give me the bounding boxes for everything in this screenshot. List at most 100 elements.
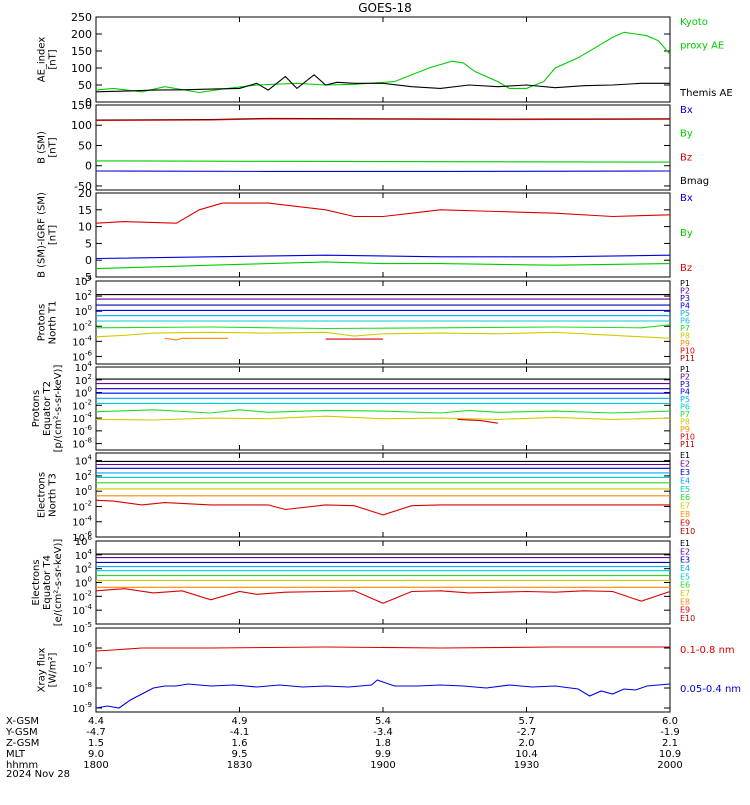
y-tick-label: 10-2 xyxy=(72,319,92,333)
y-tick-label: 10-8 xyxy=(72,681,92,695)
x-tick-label: 1.6 xyxy=(232,738,248,749)
x-row-label: MLT xyxy=(6,749,26,760)
x-tick-label: -4.1 xyxy=(230,727,250,738)
x-tick-label: 2.1 xyxy=(662,738,678,749)
series-line-pn-7 xyxy=(96,332,670,338)
y-tick-label: 0 xyxy=(85,160,92,173)
y-tick-label: 10-8 xyxy=(72,437,92,451)
y-tick-label: 10-2 xyxy=(72,499,92,513)
legend-label: Bz xyxy=(680,263,692,274)
axis-title: [W/m²] xyxy=(48,652,59,687)
y-tick-label: 100 xyxy=(71,62,92,75)
y-tick-label: 102 xyxy=(75,289,92,303)
y-tick-label: 5 xyxy=(85,237,92,250)
axis-title: [p/(cm²-s-sr-keV)] xyxy=(53,365,64,453)
y-tick-label: 50 xyxy=(78,79,92,92)
y-tick-label: 250 xyxy=(71,11,92,24)
legend-label: By xyxy=(680,228,693,239)
legend-label: Kyoto xyxy=(680,17,708,28)
axis-title: Electrons xyxy=(37,472,48,518)
axis-title: Xray flux xyxy=(37,648,48,693)
y-tick-label: 104 xyxy=(75,274,93,288)
y-tick-label: 106 xyxy=(75,534,93,548)
x-tick-label: 4.4 xyxy=(88,716,104,727)
series-line-pn-8 xyxy=(165,338,228,340)
x-tick-label: -3.4 xyxy=(373,727,393,738)
x-tick-label: 10.4 xyxy=(515,749,537,760)
axis-title: Protons xyxy=(37,304,48,341)
x-tick-label: 5.4 xyxy=(375,716,391,727)
y-tick-label: 100 xyxy=(75,576,92,590)
series-line-pe-7 xyxy=(96,416,670,420)
y-tick-label: 10-6 xyxy=(72,641,92,655)
axis-title: Equator T2 xyxy=(42,381,53,436)
x-tick-label: 1830 xyxy=(227,760,252,771)
y-tick-label: 10-2 xyxy=(72,589,92,603)
x-tick-label: 4.9 xyxy=(232,716,248,727)
x-tick-label: 2.0 xyxy=(519,738,535,749)
y-tick-label: 10-4 xyxy=(72,515,92,529)
series-line-bigrf-1 xyxy=(96,255,670,258)
axis-title: Electrons xyxy=(31,559,42,605)
y-tick-label: 10-7 xyxy=(72,661,92,675)
axis-title: [e/(cm²-s-sr-keV)] xyxy=(53,539,64,627)
x-row-label: X-GSM xyxy=(6,716,39,727)
series-line-pn-6 xyxy=(96,325,670,329)
y-tick-label: 20 xyxy=(78,187,92,200)
y-tick-label: 104 xyxy=(75,454,93,468)
series-line-bsm-1 xyxy=(96,119,670,121)
date-label: 2024 Nov 28 xyxy=(6,769,70,780)
series-line-en-8 xyxy=(96,500,670,515)
y-tick-label: 15 xyxy=(78,204,92,217)
y-tick-label: 150 xyxy=(71,45,92,58)
series-line-bigrf-0 xyxy=(96,203,670,223)
legend-label: P11 xyxy=(680,354,695,363)
y-tick-label: 100 xyxy=(75,484,92,498)
panel-frame-pn xyxy=(96,281,670,364)
y-tick-label: 50 xyxy=(78,139,92,152)
x-tick-label: 1900 xyxy=(370,760,395,771)
y-tick-label: 10-4 xyxy=(72,334,92,348)
legend-label: Bx xyxy=(680,193,693,204)
axis-title: [nT] xyxy=(48,225,59,245)
axis-title: [nT] xyxy=(48,137,59,157)
axis-title: AE_index xyxy=(37,37,48,83)
x-tick-label: 1800 xyxy=(83,760,108,771)
series-line-bsm-2 xyxy=(96,161,670,162)
legend-label: proxy AE xyxy=(680,41,724,52)
axis-title: Equator T4 xyxy=(42,555,53,610)
axis-title: [nT] xyxy=(48,49,59,69)
x-tick-label: 1.5 xyxy=(88,738,104,749)
series-line-xray-1 xyxy=(96,680,670,708)
x-tick-label: 1930 xyxy=(514,760,539,771)
y-tick-label: 10-5 xyxy=(72,621,92,635)
plot-title: GOES-18 xyxy=(358,1,412,15)
legend-label: 0.05-0.4 nm xyxy=(680,684,741,695)
legend-label: P11 xyxy=(680,440,695,449)
axis-title: B (SM) xyxy=(37,131,48,164)
legend-label: By xyxy=(680,129,693,140)
series-line-xray-0 xyxy=(96,647,670,651)
legend-label: 0.1-0.8 nm xyxy=(680,645,735,656)
x-tick-label: -2.7 xyxy=(517,727,537,738)
y-tick-label: 100 xyxy=(71,119,92,132)
axis-title: Protons xyxy=(31,390,42,427)
x-tick-label: 1.8 xyxy=(375,738,391,749)
series-line-bigrf-2 xyxy=(96,262,670,269)
y-tick-label: 150 xyxy=(71,99,92,112)
x-tick-label: 9.9 xyxy=(375,749,391,760)
y-tick-label: 200 xyxy=(71,28,92,41)
y-tick-label: 102 xyxy=(75,562,92,576)
y-tick-label: 102 xyxy=(75,469,92,483)
axis-title: B (SM)-IGRF (SM) xyxy=(37,192,48,278)
legend-label: Bmag xyxy=(680,176,709,187)
x-row-label: Y-GSM xyxy=(5,727,38,738)
axis-title: North T1 xyxy=(48,301,59,345)
series-line-ee-8 xyxy=(96,589,670,604)
series-line-ae-1 xyxy=(96,75,670,92)
x-tick-label: 9.0 xyxy=(88,749,104,760)
series-line-pe-6 xyxy=(96,410,670,413)
x-tick-label: -1.9 xyxy=(660,727,680,738)
x-tick-label: 2000 xyxy=(657,760,682,771)
